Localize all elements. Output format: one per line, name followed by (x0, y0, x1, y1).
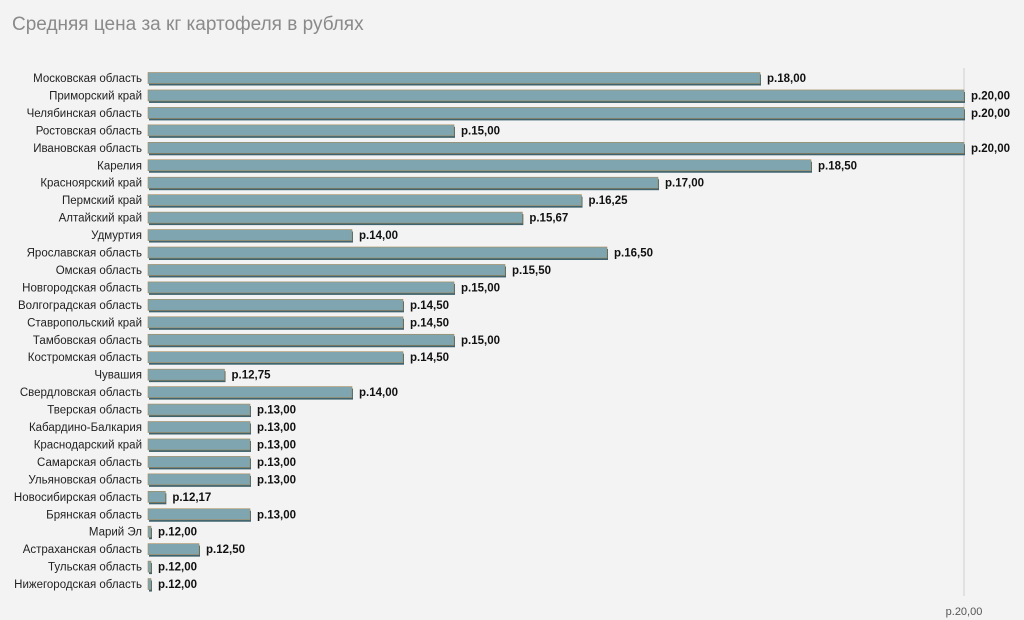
bar (147, 403, 251, 416)
category-label: Тверская область (47, 405, 142, 417)
category-label: Астраханская область (23, 544, 142, 556)
value-label: р.13,00 (257, 474, 296, 486)
value-label: р.14,00 (359, 387, 398, 399)
bar (147, 107, 965, 119)
category-label: Омская область (56, 265, 142, 277)
category-label: Красноярский край (40, 178, 142, 190)
bar (147, 508, 251, 521)
category-label: Удмуртия (91, 230, 142, 242)
category-label: Новосибирская область (14, 492, 142, 504)
category-label: Московская область (33, 73, 142, 85)
value-label: р.18,00 (767, 73, 806, 85)
category-label: Марий Эл (89, 527, 142, 539)
bar (147, 72, 761, 84)
bar (147, 89, 965, 102)
category-label: Пермский край (62, 195, 142, 207)
value-label: р.12,50 (206, 544, 245, 556)
value-label: р.16,50 (614, 248, 653, 260)
category-label: Алтайский край (59, 213, 142, 225)
category-label: Чувашия (94, 370, 142, 382)
bar (147, 194, 582, 206)
bar (147, 456, 251, 468)
value-label: р.18,50 (818, 160, 857, 172)
bar (147, 438, 251, 451)
bar (147, 351, 404, 364)
bar (147, 543, 200, 555)
category-label: Костромская область (28, 352, 142, 364)
bar (147, 299, 404, 311)
value-label: р.12,75 (232, 370, 272, 382)
value-label: р.20,00 (971, 90, 1010, 102)
bar (147, 421, 251, 433)
bar (147, 578, 152, 590)
value-label: р.15,50 (512, 265, 551, 277)
bar (147, 560, 152, 573)
value-label: р.13,00 (257, 405, 296, 417)
value-label: р.16,25 (589, 195, 629, 207)
category-label: Тульская область (48, 562, 142, 574)
bar (147, 246, 608, 259)
x-axis-tick-label: р.20,00 (946, 606, 983, 618)
bar (147, 142, 965, 154)
bar (147, 211, 523, 224)
category-label: Новгородская область (22, 282, 142, 294)
category-label: Нижегородская область (14, 579, 142, 591)
category-label: Ивановская область (33, 143, 142, 155)
value-label: р.20,00 (971, 108, 1010, 120)
bar (147, 473, 251, 486)
value-label: р.15,00 (461, 335, 500, 347)
bar (147, 386, 353, 398)
value-label: р.13,00 (257, 439, 296, 451)
category-label: Ставропольский край (27, 317, 142, 329)
value-label: р.14,00 (359, 230, 398, 242)
value-label: р.12,00 (158, 562, 197, 574)
bar (147, 229, 353, 241)
value-label: р.14,50 (410, 352, 449, 364)
bar (147, 264, 506, 276)
category-label: Самарская область (37, 457, 142, 469)
category-label: Кабардино-Балкария (29, 422, 142, 434)
value-label: р.13,00 (257, 422, 296, 434)
value-label: р.15,00 (461, 125, 500, 137)
category-label: Волгоградская область (18, 300, 142, 312)
value-label: р.14,50 (410, 317, 449, 329)
value-label: р.17,00 (665, 178, 704, 190)
bar (147, 333, 455, 346)
bar (147, 281, 455, 294)
bar (147, 176, 659, 189)
bar (147, 316, 404, 329)
category-label: Краснодарский край (34, 439, 142, 451)
category-label: Тамбовская область (33, 335, 142, 347)
bar (147, 159, 812, 172)
category-label: Ярославская область (27, 248, 142, 260)
bar (147, 490, 166, 503)
category-label: Брянская область (46, 509, 142, 521)
bar (147, 525, 152, 538)
category-label: Свердловская область (20, 387, 142, 399)
value-label: р.13,00 (257, 457, 296, 469)
value-label: р.15,00 (461, 282, 500, 294)
category-label: Ульяновская область (28, 474, 142, 486)
chart-title: Средняя цена за кг картофеля в рублях (12, 14, 364, 35)
category-label: Карелия (97, 160, 142, 172)
category-label: Ростовская область (36, 125, 142, 137)
value-label: р.12,00 (158, 527, 197, 539)
value-label: р.20,00 (971, 143, 1010, 155)
value-label: р.12,17 (172, 492, 211, 504)
bar (147, 124, 455, 137)
bar (147, 368, 225, 381)
value-label: р.13,00 (257, 509, 296, 521)
value-label: р.15,67 (529, 213, 568, 225)
category-label: Приморский край (49, 90, 142, 102)
value-label: р.14,50 (410, 300, 449, 312)
value-label: р.12,00 (158, 579, 197, 591)
category-label: Челябинская область (27, 108, 142, 120)
